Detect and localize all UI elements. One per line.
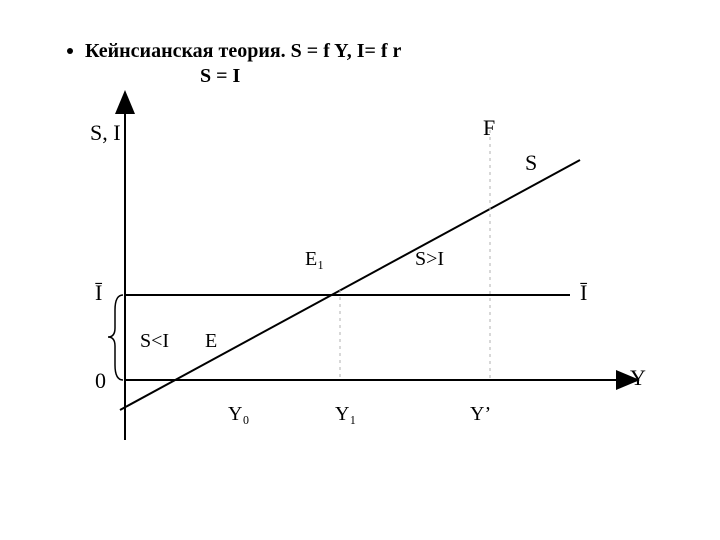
title-text-2: S = I [200, 65, 240, 87]
brace-icon [108, 295, 123, 380]
label-yprime: Y’ [470, 403, 491, 425]
title-text-1: Кейнсианская теория. S = f Y, I= f r [85, 40, 401, 62]
chart-svg: S, I F S Ī Ī 0 Y E₁ S>I S<I E Y₀ Y₁ Y’ [60, 100, 660, 480]
label-i-left: Ī [95, 280, 103, 305]
label-y0: Y₀ [228, 403, 249, 425]
savings-line [120, 160, 580, 410]
label-s: S [525, 150, 537, 175]
label-y1: Y₁ [335, 403, 356, 425]
title-line-1: Кейнсианская теория. S = f Y, I= f r [85, 40, 401, 63]
bullet-icon [67, 48, 73, 54]
label-e: E [205, 330, 217, 352]
label-zero: 0 [95, 368, 106, 393]
title-line-2: S = I [200, 65, 240, 88]
label-e1: E₁ [305, 248, 324, 270]
label-s-lt-i: S<I [140, 330, 169, 352]
label-y-axis-end: Y [630, 365, 646, 390]
label-f: F [483, 115, 495, 140]
label-s-gt-i: S>I [415, 248, 444, 270]
keynesian-chart: S, I F S Ī Ī 0 Y E₁ S>I S<I E Y₀ Y₁ Y’ [60, 100, 660, 480]
label-i-right: Ī [580, 280, 588, 305]
label-y-axis: S, I [90, 120, 121, 145]
page: Кейнсианская теория. S = f Y, I= f r S =… [0, 0, 720, 540]
